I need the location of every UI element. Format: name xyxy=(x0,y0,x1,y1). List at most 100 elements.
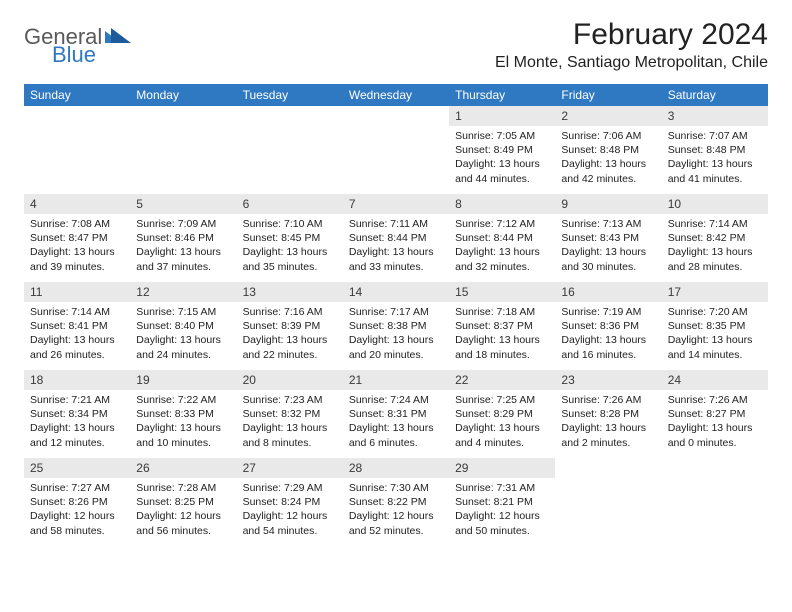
calendar-day-cell: 27Sunrise: 7:29 AMSunset: 8:24 PMDayligh… xyxy=(237,458,343,546)
weekday-header: Monday xyxy=(130,84,236,106)
daylight-text: Daylight: 13 hours and 30 minutes. xyxy=(561,245,655,273)
weekday-header: Friday xyxy=(555,84,661,106)
day-number: 6 xyxy=(237,194,343,214)
calendar-day-cell xyxy=(662,458,768,546)
page-header: General Blue February 2024 El Monte, San… xyxy=(24,18,768,72)
calendar-day-cell: 3Sunrise: 7:07 AMSunset: 8:48 PMDaylight… xyxy=(662,106,768,194)
day-details: Sunrise: 7:25 AMSunset: 8:29 PMDaylight:… xyxy=(449,390,555,453)
day-details: Sunrise: 7:11 AMSunset: 8:44 PMDaylight:… xyxy=(343,214,449,277)
sunrise-text: Sunrise: 7:11 AM xyxy=(349,217,443,231)
weekday-header: Thursday xyxy=(449,84,555,106)
calendar-week-row: 25Sunrise: 7:27 AMSunset: 8:26 PMDayligh… xyxy=(24,458,768,546)
daylight-text: Daylight: 13 hours and 16 minutes. xyxy=(561,333,655,361)
calendar-day-cell xyxy=(237,106,343,194)
weekday-header: Sunday xyxy=(24,84,130,106)
sunrise-text: Sunrise: 7:09 AM xyxy=(136,217,230,231)
calendar-day-cell: 21Sunrise: 7:24 AMSunset: 8:31 PMDayligh… xyxy=(343,370,449,458)
day-details: Sunrise: 7:05 AMSunset: 8:49 PMDaylight:… xyxy=(449,126,555,189)
daylight-text: Daylight: 13 hours and 14 minutes. xyxy=(668,333,762,361)
weekday-header: Saturday xyxy=(662,84,768,106)
day-details: Sunrise: 7:18 AMSunset: 8:37 PMDaylight:… xyxy=(449,302,555,365)
sunset-text: Sunset: 8:39 PM xyxy=(243,319,337,333)
day-number: 17 xyxy=(662,282,768,302)
day-number: 16 xyxy=(555,282,661,302)
daylight-text: Daylight: 13 hours and 42 minutes. xyxy=(561,157,655,185)
calendar-day-cell: 15Sunrise: 7:18 AMSunset: 8:37 PMDayligh… xyxy=(449,282,555,370)
daylight-text: Daylight: 13 hours and 0 minutes. xyxy=(668,421,762,449)
brand-logo: General Blue xyxy=(24,26,131,66)
day-number: 25 xyxy=(24,458,130,478)
day-number: 5 xyxy=(130,194,236,214)
weekday-header: Tuesday xyxy=(237,84,343,106)
day-number: 10 xyxy=(662,194,768,214)
day-details: Sunrise: 7:13 AMSunset: 8:43 PMDaylight:… xyxy=(555,214,661,277)
sunset-text: Sunset: 8:42 PM xyxy=(668,231,762,245)
day-details: Sunrise: 7:17 AMSunset: 8:38 PMDaylight:… xyxy=(343,302,449,365)
calendar-day-cell: 20Sunrise: 7:23 AMSunset: 8:32 PMDayligh… xyxy=(237,370,343,458)
day-details: Sunrise: 7:28 AMSunset: 8:25 PMDaylight:… xyxy=(130,478,236,541)
daylight-text: Daylight: 13 hours and 2 minutes. xyxy=(561,421,655,449)
sunset-text: Sunset: 8:37 PM xyxy=(455,319,549,333)
sunset-text: Sunset: 8:34 PM xyxy=(30,407,124,421)
day-details: Sunrise: 7:29 AMSunset: 8:24 PMDaylight:… xyxy=(237,478,343,541)
sunset-text: Sunset: 8:46 PM xyxy=(136,231,230,245)
sunset-text: Sunset: 8:45 PM xyxy=(243,231,337,245)
daylight-text: Daylight: 13 hours and 18 minutes. xyxy=(455,333,549,361)
daylight-text: Daylight: 13 hours and 12 minutes. xyxy=(30,421,124,449)
sunset-text: Sunset: 8:32 PM xyxy=(243,407,337,421)
day-number: 4 xyxy=(24,194,130,214)
sunset-text: Sunset: 8:48 PM xyxy=(561,143,655,157)
calendar-day-cell xyxy=(555,458,661,546)
day-number: 18 xyxy=(24,370,130,390)
calendar-day-cell: 17Sunrise: 7:20 AMSunset: 8:35 PMDayligh… xyxy=(662,282,768,370)
day-number: 26 xyxy=(130,458,236,478)
calendar-week-row: 11Sunrise: 7:14 AMSunset: 8:41 PMDayligh… xyxy=(24,282,768,370)
sunset-text: Sunset: 8:49 PM xyxy=(455,143,549,157)
daylight-text: Daylight: 12 hours and 52 minutes. xyxy=(349,509,443,537)
day-number: 27 xyxy=(237,458,343,478)
daylight-text: Daylight: 13 hours and 20 minutes. xyxy=(349,333,443,361)
daylight-text: Daylight: 13 hours and 37 minutes. xyxy=(136,245,230,273)
sunset-text: Sunset: 8:44 PM xyxy=(455,231,549,245)
location-text: El Monte, Santiago Metropolitan, Chile xyxy=(495,54,768,72)
sunrise-text: Sunrise: 7:22 AM xyxy=(136,393,230,407)
daylight-text: Daylight: 13 hours and 10 minutes. xyxy=(136,421,230,449)
day-number: 15 xyxy=(449,282,555,302)
day-details: Sunrise: 7:26 AMSunset: 8:27 PMDaylight:… xyxy=(662,390,768,453)
sunrise-text: Sunrise: 7:14 AM xyxy=(30,305,124,319)
sunrise-text: Sunrise: 7:18 AM xyxy=(455,305,549,319)
day-number: 28 xyxy=(343,458,449,478)
day-number: 7 xyxy=(343,194,449,214)
calendar-day-cell: 8Sunrise: 7:12 AMSunset: 8:44 PMDaylight… xyxy=(449,194,555,282)
day-number: 12 xyxy=(130,282,236,302)
daylight-text: Daylight: 13 hours and 28 minutes. xyxy=(668,245,762,273)
day-number: 11 xyxy=(24,282,130,302)
day-number: 1 xyxy=(449,106,555,126)
sunrise-text: Sunrise: 7:20 AM xyxy=(668,305,762,319)
sunrise-text: Sunrise: 7:29 AM xyxy=(243,481,337,495)
sunrise-text: Sunrise: 7:07 AM xyxy=(668,129,762,143)
sunrise-text: Sunrise: 7:10 AM xyxy=(243,217,337,231)
day-number: 24 xyxy=(662,370,768,390)
day-details: Sunrise: 7:08 AMSunset: 8:47 PMDaylight:… xyxy=(24,214,130,277)
day-details: Sunrise: 7:14 AMSunset: 8:42 PMDaylight:… xyxy=(662,214,768,277)
day-number: 23 xyxy=(555,370,661,390)
calendar-week-row: 18Sunrise: 7:21 AMSunset: 8:34 PMDayligh… xyxy=(24,370,768,458)
daylight-text: Daylight: 13 hours and 35 minutes. xyxy=(243,245,337,273)
day-number: 21 xyxy=(343,370,449,390)
sunset-text: Sunset: 8:29 PM xyxy=(455,407,549,421)
day-details: Sunrise: 7:10 AMSunset: 8:45 PMDaylight:… xyxy=(237,214,343,277)
day-details: Sunrise: 7:22 AMSunset: 8:33 PMDaylight:… xyxy=(130,390,236,453)
sunrise-text: Sunrise: 7:26 AM xyxy=(668,393,762,407)
calendar-day-cell: 13Sunrise: 7:16 AMSunset: 8:39 PMDayligh… xyxy=(237,282,343,370)
sunset-text: Sunset: 8:22 PM xyxy=(349,495,443,509)
day-number: 2 xyxy=(555,106,661,126)
calendar-day-cell: 2 Sunrise: 7:06 AMSunset: 8:48 PMDaylight… xyxy=(555,106,661,194)
sunrise-text: Sunrise: 7:08 AM xyxy=(30,217,124,231)
day-number: 13 xyxy=(237,282,343,302)
day-number: 22 xyxy=(449,370,555,390)
sunrise-text: Sunrise: 7:06 AM xyxy=(561,129,655,143)
sunset-text: Sunset: 8:48 PM xyxy=(668,143,762,157)
sunrise-text: Sunrise: 7:24 AM xyxy=(349,393,443,407)
calendar-day-cell: 7Sunrise: 7:11 AMSunset: 8:44 PMDaylight… xyxy=(343,194,449,282)
